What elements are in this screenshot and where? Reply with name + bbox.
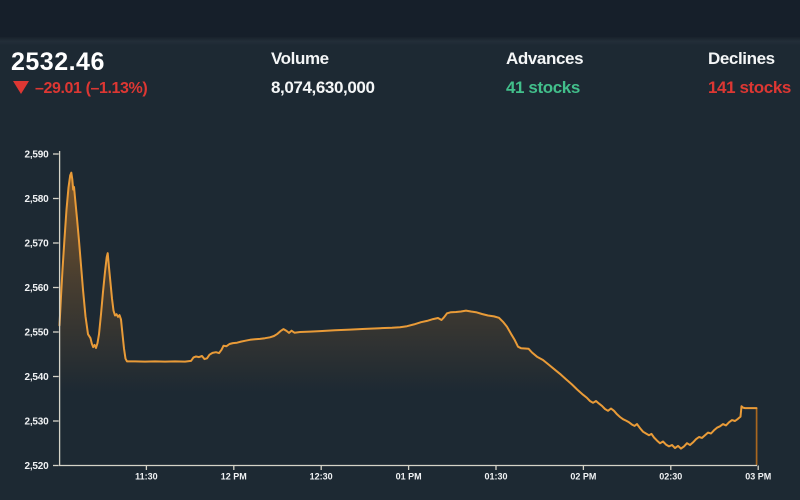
svg-text:01 PM: 01 PM	[396, 471, 422, 481]
svg-text:2,530: 2,530	[24, 417, 49, 428]
svg-text:2,580: 2,580	[24, 194, 49, 205]
svg-text:2,540: 2,540	[24, 372, 49, 383]
svg-text:12:30: 12:30	[310, 471, 333, 481]
svg-text:02:30: 02:30	[659, 471, 682, 481]
svg-text:2,550: 2,550	[24, 328, 49, 339]
svg-text:03 PM: 03 PM	[745, 471, 771, 481]
svg-text:2,520: 2,520	[24, 461, 49, 472]
svg-text:01:30: 01:30	[484, 471, 507, 481]
svg-text:02 PM: 02 PM	[570, 471, 596, 481]
svg-text:2,590: 2,590	[24, 150, 49, 161]
svg-text:12 PM: 12 PM	[221, 471, 247, 481]
svg-text:2,570: 2,570	[24, 239, 49, 250]
svg-text:11:30: 11:30	[135, 471, 158, 481]
svg-text:2,560: 2,560	[24, 283, 49, 294]
